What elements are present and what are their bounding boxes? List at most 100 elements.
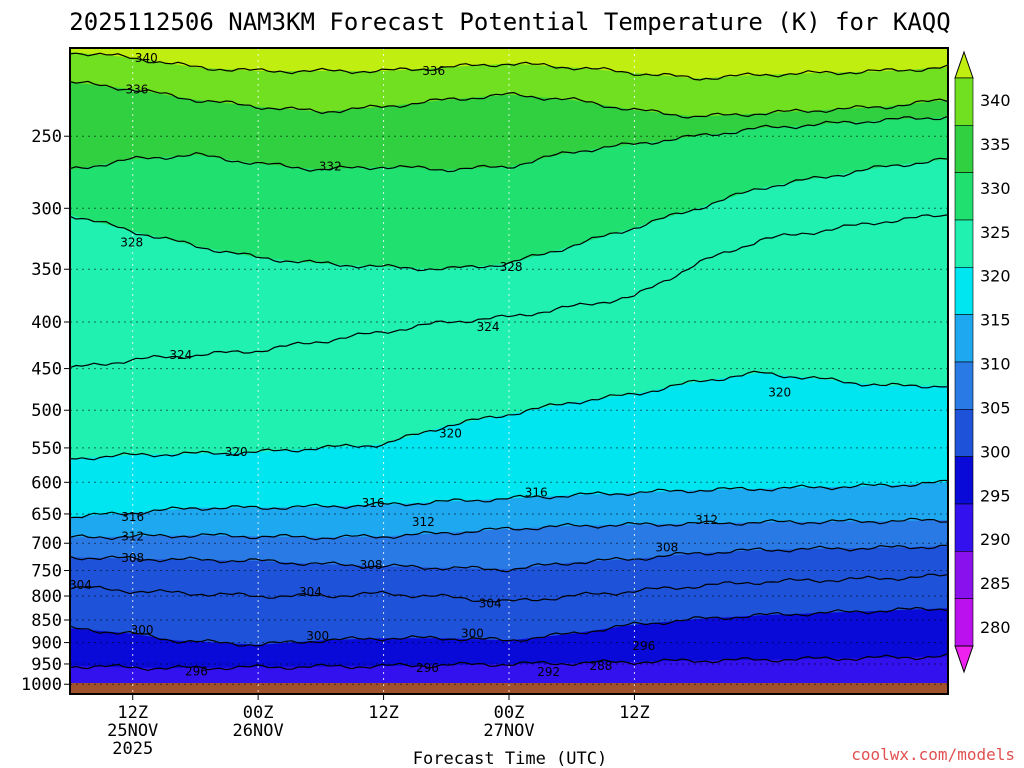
contour-label-320: 320: [768, 385, 791, 399]
y-tick-label: 900: [31, 634, 62, 654]
contour-label-304: 304: [479, 596, 502, 610]
y-tick-label: 300: [31, 199, 62, 219]
contour-label-324: 324: [477, 320, 500, 334]
contour-label-336: 336: [422, 64, 445, 78]
band-340: [70, 48, 948, 79]
colorbar-label: 305: [980, 398, 1011, 417]
contour-label-304: 304: [299, 585, 322, 599]
contour-label-308: 308: [121, 551, 144, 565]
contour-304: [70, 573, 948, 603]
contour-label-340: 340: [135, 51, 158, 65]
contour-308: [70, 544, 948, 573]
colorbar-arrow-top: [954, 50, 974, 79]
colorbar-label: 335: [980, 135, 1011, 154]
y-tick-label: 250: [31, 127, 62, 147]
contour-label-300: 300: [131, 623, 154, 637]
contour-label-320: 320: [225, 445, 248, 459]
contour-label-312: 312: [695, 513, 718, 527]
colorbar-arrow-bottom: [954, 645, 974, 674]
colorbar-label: 340: [980, 91, 1011, 110]
colorbar-label: 285: [980, 574, 1011, 593]
contour-label-292: 292: [537, 665, 560, 679]
contour-300: [70, 606, 948, 647]
colorbar-segment: [954, 598, 974, 647]
plot-area: 340 336 336 332 328 328 324 324 320 320 320 316 316 3…: [69, 47, 949, 695]
x-tick-label: 00Z: [243, 703, 274, 723]
colorbar-segment: [954, 456, 974, 505]
contour-label-316: 316: [362, 496, 385, 510]
contour-label-300: 300: [461, 627, 484, 641]
colorbar-segment: [954, 267, 974, 315]
colorbar-label: 320: [980, 267, 1011, 286]
x-tick-label: 12Z: [619, 703, 650, 723]
x-tick-label: 2025: [112, 739, 153, 759]
contour-lines: [70, 52, 948, 672]
contour-label-308: 308: [360, 558, 383, 572]
x-tick-label: 12Z: [117, 703, 148, 723]
colorbar-label: 280: [980, 618, 1011, 637]
colorbar-segment: [954, 503, 974, 552]
contour-320: [70, 370, 948, 461]
y-tick-label: 700: [31, 534, 62, 554]
y-tick-label: 800: [31, 587, 62, 607]
colorbar-label: 330: [980, 179, 1011, 198]
contour-328: [70, 157, 948, 272]
contour-label-316: 316: [525, 486, 548, 500]
contour-324: [70, 214, 948, 369]
y-tick-label: 1000: [21, 675, 62, 695]
x-tick-label: 27NOV: [483, 721, 534, 741]
colorbar-segment: [954, 77, 974, 126]
x-tick-label: 12Z: [368, 703, 399, 723]
colorbar-label: 295: [980, 486, 1011, 505]
contour-label-328: 328: [500, 260, 523, 274]
y-tick-label: 750: [31, 562, 62, 582]
colorbar-segment: [954, 551, 974, 599]
colorbar-segment: [954, 125, 974, 173]
y-tick-label: 650: [31, 505, 62, 525]
grid-lines: [70, 48, 948, 694]
x-tick-label: 25NOV: [107, 721, 158, 741]
y-tick-label: 950: [31, 655, 62, 675]
colorbar-label: 300: [980, 442, 1011, 461]
x-axis-label: Forecast Time (UTC): [413, 749, 607, 768]
y-tick-label: 500: [31, 401, 62, 421]
contour-label-316: 316: [121, 510, 144, 524]
colorbar-label: 290: [980, 530, 1011, 549]
contour-label-312: 312: [412, 515, 435, 529]
contour-316: [70, 479, 948, 519]
y-tick-label: 550: [31, 439, 62, 459]
colorbar-label: 315: [980, 311, 1011, 330]
colorbar: 340 335 330 325 320 315 310 305 300 295 290 285 280: [954, 50, 1011, 674]
contour-label-304: 304: [69, 578, 92, 592]
ground-surface: [70, 683, 948, 694]
y-tick-label: 600: [31, 473, 62, 493]
colorbar-segment: [954, 409, 974, 457]
contour-332: [70, 115, 948, 173]
contour-label-300: 300: [306, 629, 329, 643]
contour-label-328: 328: [120, 235, 143, 249]
colorbar-segment: [954, 219, 974, 268]
contour-label-332: 332: [319, 160, 342, 174]
contour-label-336: 336: [125, 82, 148, 96]
contour-296: [70, 653, 948, 672]
contour-label-308: 308: [655, 541, 678, 555]
y-tick-label: 850: [31, 611, 62, 631]
contour-label-324: 324: [169, 348, 192, 362]
colorbar-label: 325: [980, 223, 1011, 242]
contour-labels: 340 336 336 332 328 328 324 324 320 320 320 316 316 3…: [69, 51, 791, 679]
x-tick-label: 26NOV: [233, 721, 284, 741]
y-tick-label: 400: [31, 313, 62, 333]
colorbar-label: 310: [980, 355, 1011, 374]
credit-link[interactable]: coolwx.com/models: [851, 745, 1015, 764]
contour-label-320: 320: [439, 426, 462, 440]
contour-label-296: 296: [416, 661, 439, 675]
y-axis: 250 300 350 400 450 500 550 600 650 700 750 800 850 9…: [21, 127, 70, 695]
contour-label-312: 312: [121, 529, 144, 543]
contour-312: [70, 517, 948, 541]
y-tick-label: 450: [31, 360, 62, 380]
chart-title: 2025112506 NAM3KM Forecast Potential Tem…: [69, 8, 950, 36]
contour-label-288: 288: [590, 659, 613, 673]
colorbar-segment: [954, 172, 974, 221]
